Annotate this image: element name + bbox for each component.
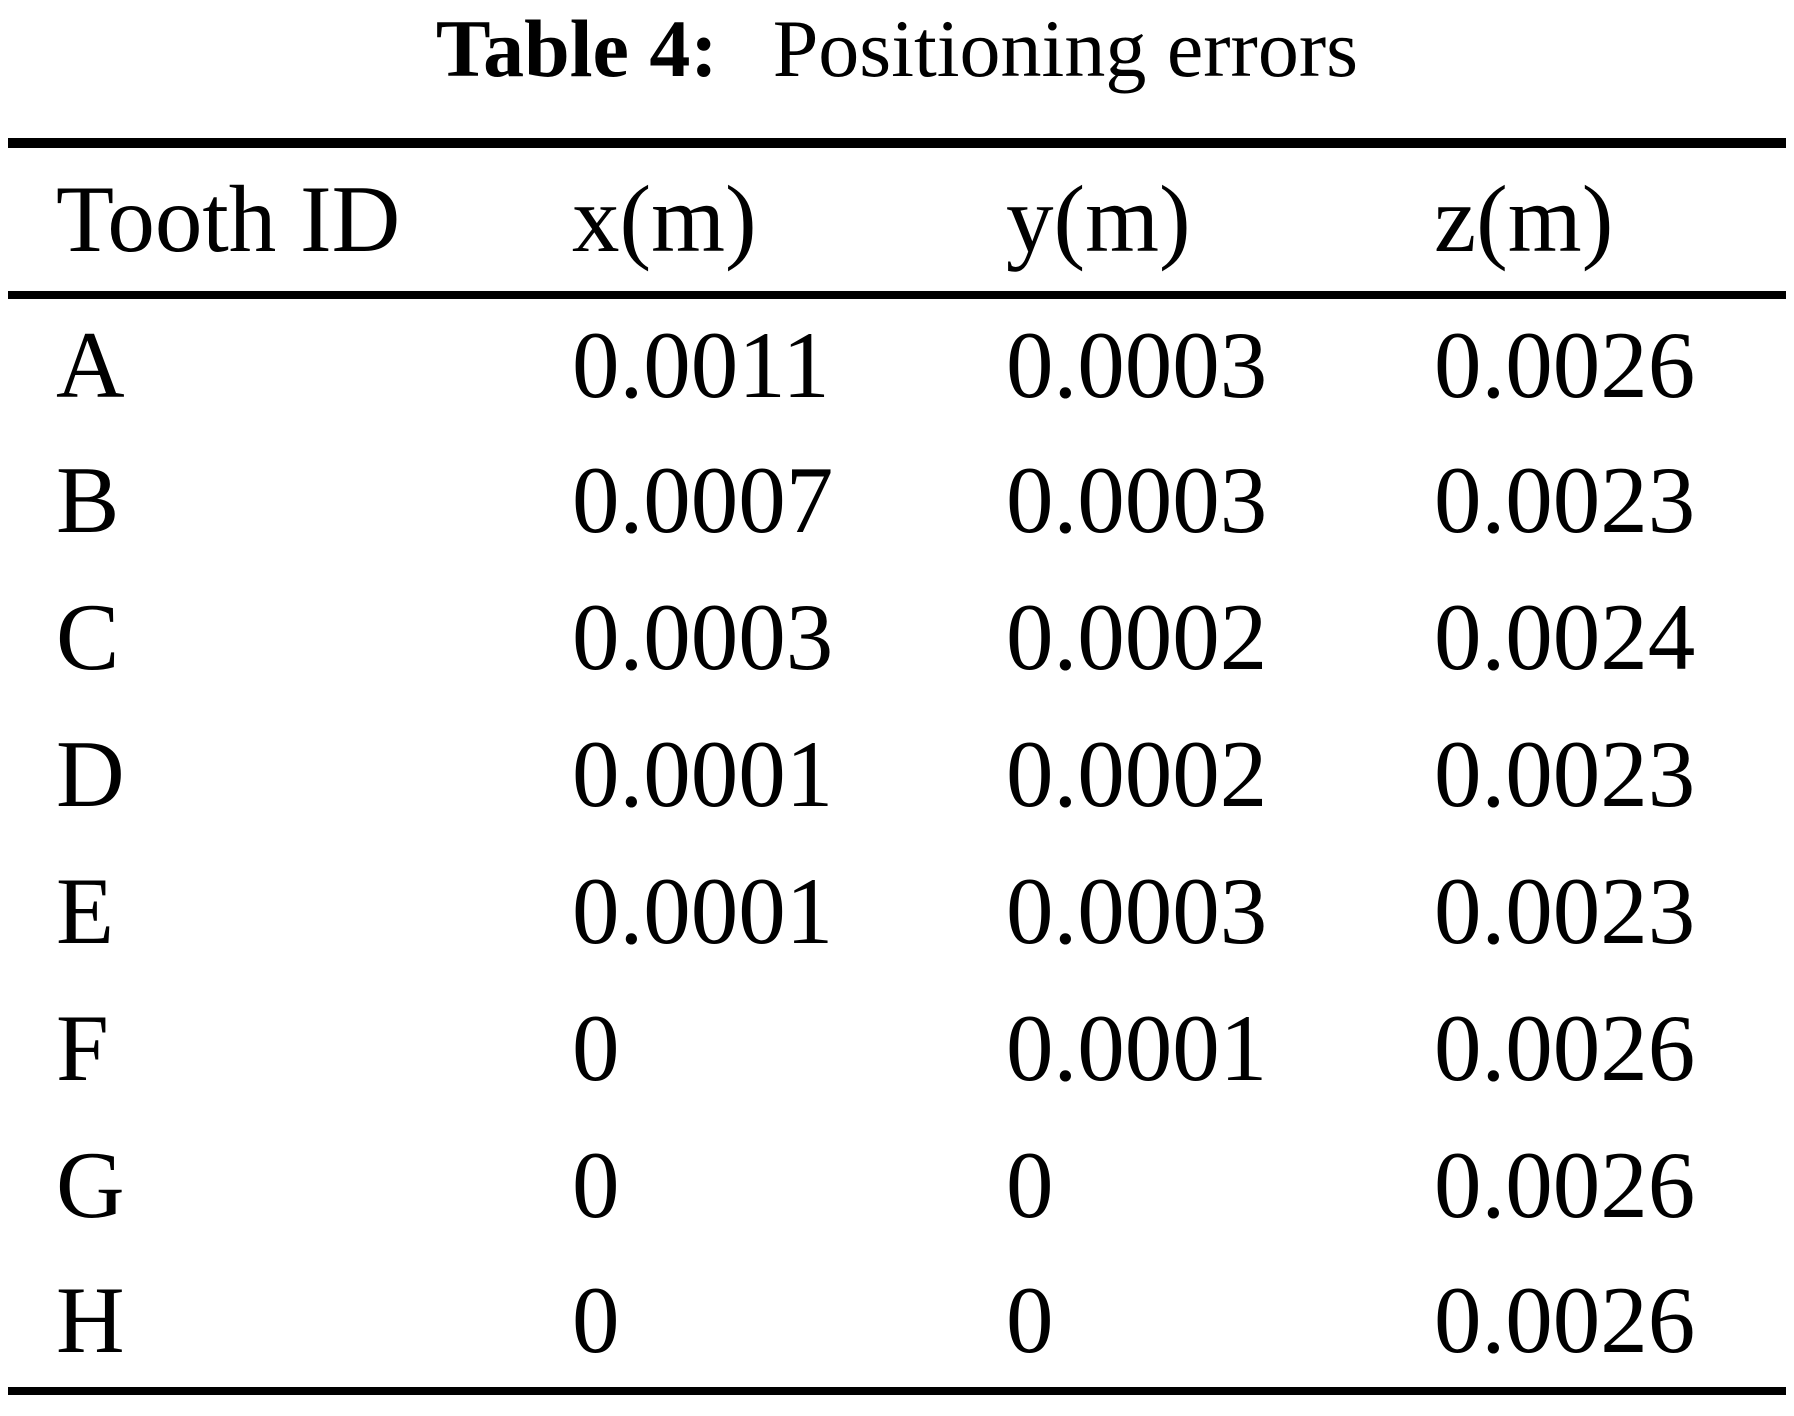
cell-z: 0.0026 xyxy=(1434,312,1696,418)
cell-y: 0 xyxy=(1006,1267,1054,1373)
cell-z: 0.0023 xyxy=(1434,858,1696,964)
table-row: H 0 0 0.0026 xyxy=(8,1254,1786,1391)
cell-y: 0.0003 xyxy=(1006,447,1268,553)
table-row: D 0.0001 0.0002 0.0023 xyxy=(8,706,1786,843)
row-label: A xyxy=(56,312,125,418)
cell-x: 0.0007 xyxy=(572,447,834,553)
table-caption-label: Table 4: xyxy=(435,3,718,94)
table-row: A 0.0011 0.0003 0.0026 xyxy=(8,295,1786,432)
cell-x: 0 xyxy=(572,995,620,1101)
positioning-errors-table: Tooth ID x(m) y(m) z(m) A 0.0011 0.0003 … xyxy=(8,138,1786,1395)
cell-y: 0 xyxy=(1006,1132,1054,1238)
column-header-tooth-id: Tooth ID xyxy=(56,166,401,272)
row-label: F xyxy=(56,995,109,1101)
cell-z: 0.0023 xyxy=(1434,447,1696,553)
table-row: C 0.0003 0.0002 0.0024 xyxy=(8,569,1786,706)
table-caption: Table 4: Positioning errors xyxy=(0,0,1794,138)
table-caption-text: Positioning errors xyxy=(772,3,1359,94)
cell-y: 0.0002 xyxy=(1006,584,1268,690)
cell-y: 0.0002 xyxy=(1006,721,1268,827)
row-label: D xyxy=(56,721,125,827)
table-row: G 0 0 0.0026 xyxy=(8,1117,1786,1254)
cell-z: 0.0024 xyxy=(1434,584,1696,690)
cell-x: 0.0001 xyxy=(572,858,834,964)
cell-x: 0 xyxy=(572,1132,620,1238)
cell-x: 0.0003 xyxy=(572,584,834,690)
row-label: G xyxy=(56,1132,125,1238)
column-header-x: x(m) xyxy=(572,166,757,272)
row-label: C xyxy=(56,584,120,690)
header-row: Tooth ID x(m) y(m) z(m) xyxy=(8,143,1786,295)
row-label: B xyxy=(56,447,120,553)
cell-z: 0.0026 xyxy=(1434,995,1696,1101)
cell-x: 0 xyxy=(572,1267,620,1373)
cell-y: 0.0003 xyxy=(1006,312,1268,418)
table-row: E 0.0001 0.0003 0.0023 xyxy=(8,843,1786,980)
cell-z: 0.0026 xyxy=(1434,1132,1696,1238)
column-header-y: y(m) xyxy=(1006,166,1191,272)
row-label: E xyxy=(56,858,115,964)
cell-x: 0.0011 xyxy=(572,312,830,418)
cell-z: 0.0026 xyxy=(1434,1267,1696,1373)
column-header-z: z(m) xyxy=(1434,166,1614,272)
table-row: F 0 0.0001 0.0026 xyxy=(8,980,1786,1117)
cell-y: 0.0003 xyxy=(1006,858,1268,964)
table-row: B 0.0007 0.0003 0.0023 xyxy=(8,432,1786,569)
cell-z: 0.0023 xyxy=(1434,721,1696,827)
cell-y: 0.0001 xyxy=(1006,995,1268,1101)
row-label: H xyxy=(56,1267,125,1373)
cell-x: 0.0001 xyxy=(572,721,834,827)
